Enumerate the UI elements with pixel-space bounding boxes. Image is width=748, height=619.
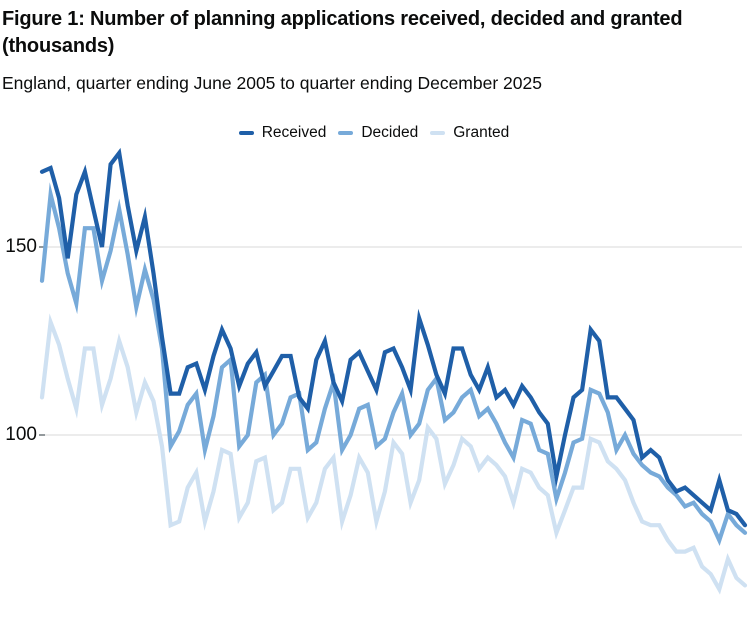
y-axis-label-150: 150 <box>5 236 37 257</box>
y-axis-label-100: 100 <box>5 424 37 445</box>
figure-title-line2: (thousands) <box>2 35 115 57</box>
chart-legend: Received Decided Granted <box>0 124 748 142</box>
legend-item-received: Received <box>238 124 327 142</box>
legend-item-decided: Decided <box>338 124 418 142</box>
legend-swatch-decided-icon <box>338 130 354 136</box>
line-decided <box>39 182 748 547</box>
legend-item-granted: Granted <box>430 124 509 142</box>
figure-subtitle: England, quarter ending June 2005 to qua… <box>2 73 542 93</box>
legend-label: Decided <box>361 124 419 141</box>
legend-swatch-received-icon <box>238 130 254 136</box>
legend-label: Received <box>261 124 327 141</box>
legend-label: Granted <box>453 124 510 141</box>
line-received <box>39 147 748 528</box>
figure-title-line1: Figure 1: Number of planning application… <box>2 8 683 30</box>
legend-swatch-granted-icon <box>430 130 446 136</box>
line-granted <box>39 313 748 595</box>
figure-title: Figure 1: Number of planning application… <box>2 6 722 60</box>
